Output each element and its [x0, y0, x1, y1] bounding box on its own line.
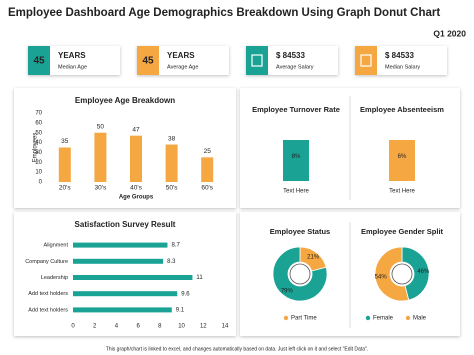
kpi-unit: YEARS — [58, 51, 86, 60]
category-label: Text Here — [389, 189, 415, 195]
donut-slice — [374, 246, 410, 302]
x-tick-label: 30's — [95, 185, 107, 192]
chart-title: Employee Turnover Rate — [252, 105, 340, 114]
y-tick-label: 60 — [35, 120, 42, 126]
x-tick-label: 8 — [158, 324, 162, 330]
legend-label: Male — [413, 316, 427, 322]
data-label: 8% — [292, 154, 301, 160]
legend-swatch — [283, 315, 289, 321]
bar — [94, 132, 107, 182]
donut-slice — [272, 246, 328, 302]
data-label: 46% — [417, 269, 430, 275]
y-tick-label: 20 — [35, 160, 42, 166]
x-tick-label: 50's — [166, 185, 178, 192]
y-tick-label: 40 — [35, 140, 42, 146]
kpi-icon — [246, 46, 268, 75]
kpi-value: 45 — [33, 56, 45, 67]
kpi-unit: YEARS — [167, 51, 195, 60]
y-tick-label: 10 — [35, 170, 42, 176]
legend-label: Female — [373, 316, 394, 322]
kpi-value: $ 84533 — [385, 51, 414, 60]
kpi-icon — [137, 46, 159, 75]
bar — [283, 140, 309, 181]
category-label: Leadership — [41, 275, 68, 281]
data-label: 79% — [281, 289, 294, 295]
data-label: 21% — [307, 255, 320, 261]
category-label: Text Here — [283, 189, 309, 195]
category-label: Add text holders — [28, 291, 68, 297]
data-label: 9.1 — [176, 307, 185, 313]
x-tick-label: 60's — [201, 185, 213, 192]
data-label: 11 — [196, 275, 203, 281]
kpi-icon — [28, 46, 50, 75]
kpi-label: Average Salary — [276, 64, 314, 70]
footer: This graph/chart is linked to excel, and… — [106, 346, 368, 352]
legend-swatch — [365, 315, 371, 321]
kpi-icon — [355, 46, 377, 75]
bar — [73, 275, 193, 280]
x-tick-label: 2 — [93, 324, 97, 330]
y-tick-label: 30 — [35, 150, 42, 156]
legend-label: Part Time — [291, 316, 317, 322]
x-tick-label: 40's — [130, 185, 142, 192]
data-label: 8.7 — [171, 243, 180, 249]
x-tick-label: 4 — [115, 324, 119, 330]
icon-glyph — [251, 54, 263, 67]
category-label: Alignment — [44, 243, 69, 249]
chart-title: Employee Age Breakdown — [75, 96, 175, 105]
x-tick-label: 6 — [136, 324, 140, 330]
data-label: 25 — [204, 148, 212, 155]
data-label: 9.6 — [181, 291, 190, 297]
chart-title: Employee Status — [270, 227, 330, 236]
panel — [14, 212, 236, 336]
x-tick-label: 20's — [59, 185, 71, 192]
donut-center — [391, 263, 413, 285]
data-label: 54% — [375, 274, 388, 280]
icon-glyph — [360, 54, 372, 67]
period: Q1 2020 — [433, 28, 466, 38]
kpi-value: $ 84533 — [276, 51, 305, 60]
bar — [201, 157, 214, 182]
data-label: 35 — [61, 138, 69, 145]
donut-center — [289, 263, 311, 285]
data-label: 47 — [132, 126, 140, 133]
x-axis-label: Age Groups — [119, 195, 154, 201]
bar — [73, 242, 168, 248]
kpi-label: Average Age — [167, 64, 198, 70]
x-tick-label: 12 — [200, 324, 207, 330]
legend-swatch — [405, 315, 411, 321]
bar — [165, 144, 178, 182]
data-label: 8.3 — [167, 259, 176, 265]
y-tick-label: 50 — [35, 130, 42, 136]
chart-title: Satisfaction Survey Result — [75, 220, 176, 229]
bar — [73, 291, 178, 297]
bar — [73, 258, 164, 264]
y-tick-label: 0 — [39, 180, 43, 186]
x-tick-label: 14 — [222, 324, 229, 330]
kpi-value: 45 — [142, 56, 154, 67]
chart-title: Employee Absenteeism — [360, 105, 444, 114]
y-tick-label: 70 — [35, 111, 42, 117]
category-label: Add text holders — [28, 307, 68, 313]
data-label: 6% — [398, 154, 407, 160]
kpi-label: Median Age — [58, 64, 87, 70]
chart-title: Employee Gender Split — [361, 227, 444, 236]
page-title: Employee Dashboard Age Demographics Brea… — [8, 7, 440, 19]
data-label: 38 — [168, 135, 176, 142]
kpi-label: Median Salary — [385, 64, 420, 70]
x-tick-label: 10 — [178, 324, 185, 330]
category-label: Company Culture — [25, 259, 68, 265]
bar — [389, 140, 415, 181]
bar — [130, 135, 142, 182]
x-tick-label: 0 — [71, 324, 75, 330]
y-axis-label: Employees — [33, 133, 39, 163]
bar — [73, 307, 172, 313]
data-label: 50 — [97, 123, 105, 130]
donut-slice — [401, 246, 430, 301]
panel — [14, 88, 236, 208]
bar — [58, 147, 71, 182]
